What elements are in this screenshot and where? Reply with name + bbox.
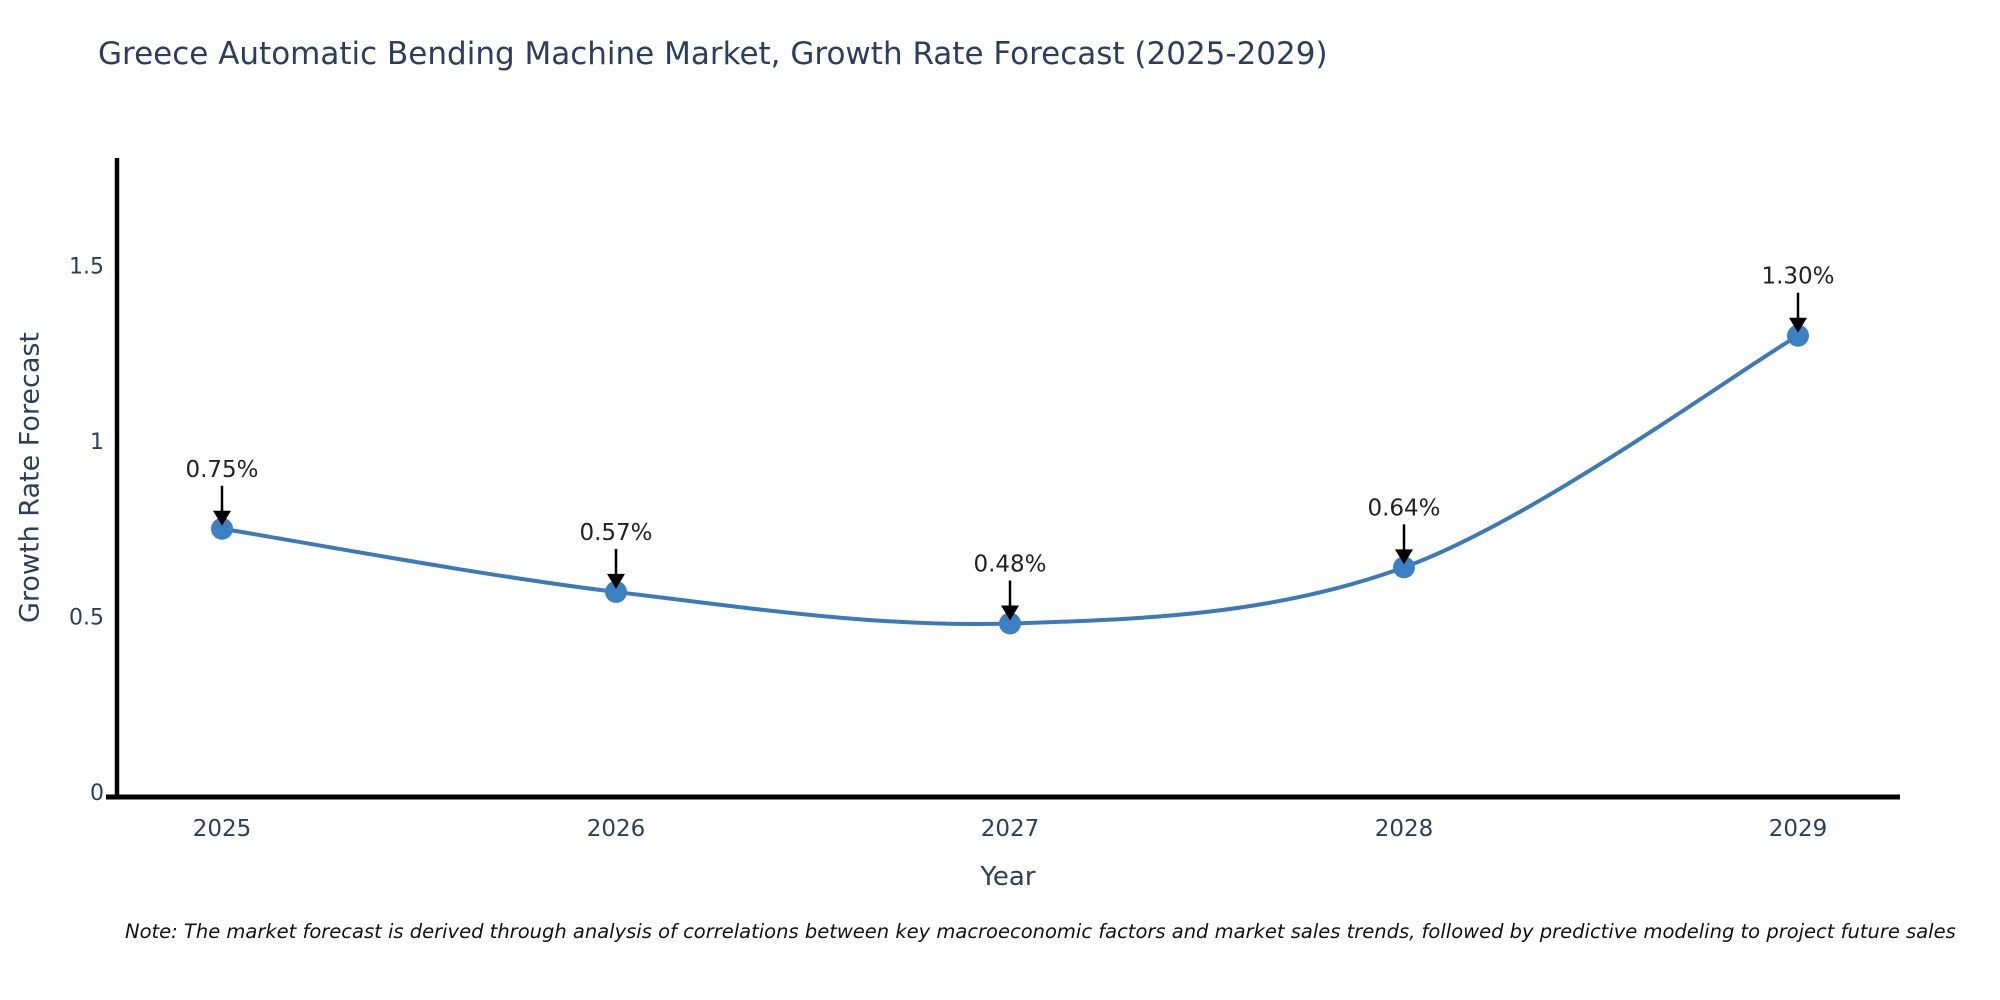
y-axis-title: Growth Rate Forecast	[14, 331, 46, 624]
data-point-label: 0.64%	[1367, 495, 1440, 521]
y-tick-label: 1.5	[69, 255, 104, 280]
data-point-marker	[211, 517, 233, 540]
annotation-arrowhead	[607, 573, 625, 589]
data-point-marker	[1787, 324, 1809, 347]
annotation-arrowhead	[213, 510, 231, 526]
data-point-label: 1.30%	[1761, 264, 1834, 290]
annotation-arrowhead	[1789, 317, 1807, 333]
annotation-arrowhead	[1001, 605, 1019, 621]
x-tick-label: 2029	[1769, 816, 1828, 842]
data-point-marker	[999, 612, 1021, 635]
data-point-label: 0.48%	[973, 552, 1046, 578]
data-point-label: 0.75%	[185, 457, 258, 483]
x-tick-label: 2028	[1375, 816, 1434, 842]
y-tick-label: 0.5	[69, 606, 104, 631]
annotation-arrowhead	[1395, 549, 1413, 565]
x-tick-label: 2027	[981, 816, 1040, 842]
data-point-marker	[1393, 556, 1415, 579]
x-tick-label: 2025	[193, 816, 252, 842]
data-point-label: 0.57%	[579, 520, 652, 546]
y-tick-label: 1	[90, 430, 104, 455]
data-point-marker	[605, 580, 627, 603]
x-tick-label: 2026	[587, 816, 646, 842]
x-axis-title: Year	[980, 862, 1036, 892]
chart-title: Greece Automatic Bending Machine Market,…	[98, 36, 1328, 72]
y-tick-label: 0	[90, 781, 104, 806]
footnote: Note: The market forecast is derived thr…	[125, 920, 1956, 943]
